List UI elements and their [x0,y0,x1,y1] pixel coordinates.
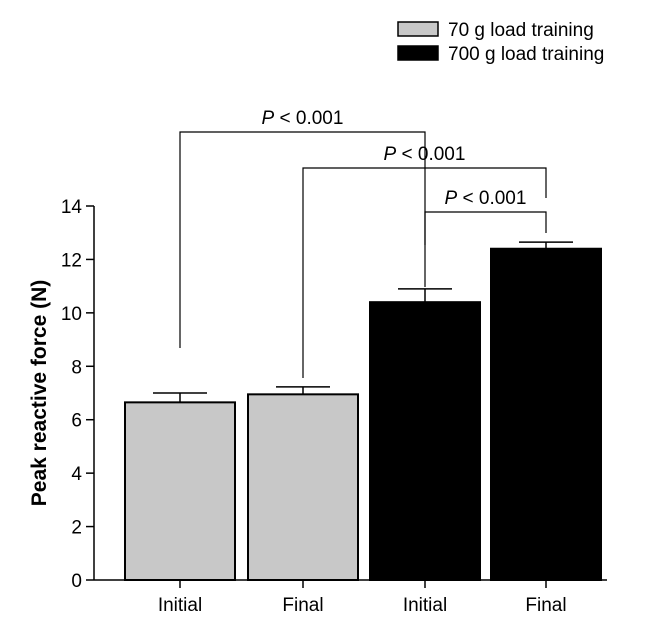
x-category-label: Initial [158,595,202,616]
y-axis-title: Peak reactive force (N) [28,280,51,506]
x-category-label: Final [525,595,566,616]
legend-swatch-700g [397,45,439,61]
bars [124,241,602,582]
significance-label: P < 0.001 [384,144,466,165]
legend-label-700g: 700 g load training [448,44,604,65]
bar [369,301,481,581]
significance-bracket [424,211,547,287]
legend-label-70g: 70 g load training [448,20,594,41]
p-value: < 0.001 [457,188,526,209]
y-tick-label: 2 [71,518,82,539]
x-category-label: Final [282,595,323,616]
significance-label: P < 0.001 [445,188,527,209]
significance-bracket [179,131,426,348]
p-symbol: P [384,144,397,165]
y-tick-label: 8 [71,357,82,378]
y-tick-label: 14 [61,197,83,218]
x-category-label: Initial [403,595,447,616]
bar [247,393,359,582]
y-tick-label: 4 [71,464,82,485]
y-tick-label: 6 [71,411,82,432]
significance-bracket [302,167,547,378]
bar [490,247,602,581]
legend-swatch-70g [397,21,439,37]
p-value: < 0.001 [396,144,465,165]
p-value: < 0.001 [274,108,343,129]
p-symbol: P [262,108,275,129]
y-tick-label: 10 [61,304,82,325]
y-tick-label: 12 [61,250,82,271]
significance-label: P < 0.001 [262,108,344,129]
legend: 70 g load training 700 g load training [397,20,604,65]
bar [124,401,236,581]
p-symbol: P [445,188,458,209]
axes: 0 2 4 6 8 10 12 14 Initial Final Initial Final [61,197,607,616]
y-tick-label: 0 [71,571,82,592]
